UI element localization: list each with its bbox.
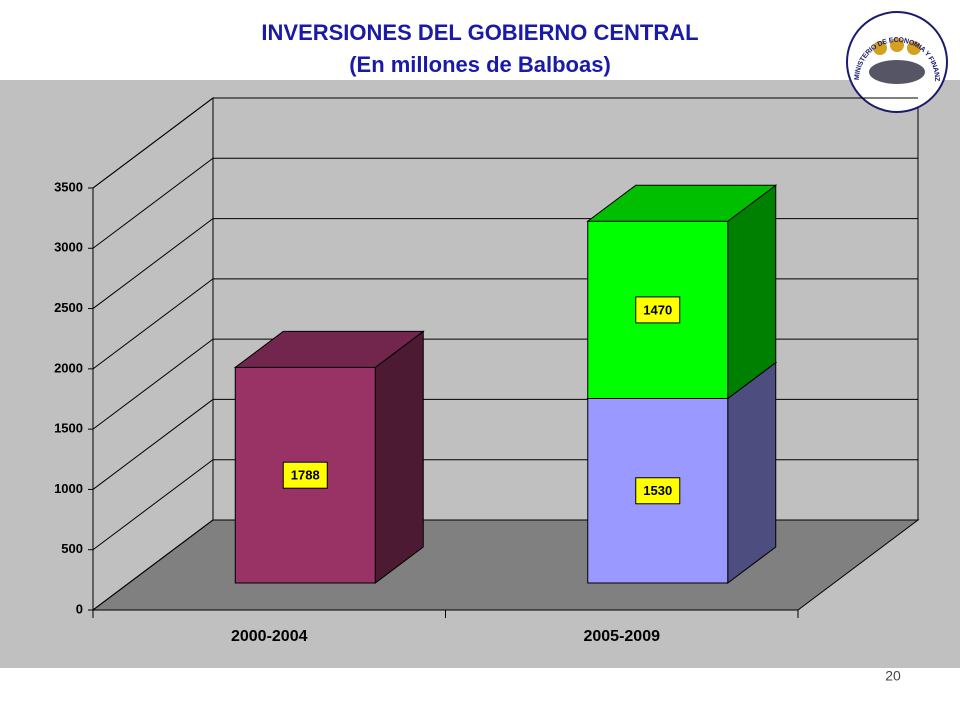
grid-line bbox=[92, 97, 918, 189]
bar-side bbox=[374, 330, 424, 584]
y-tick-label: 3500 bbox=[54, 179, 83, 194]
y-tick-label: 2500 bbox=[54, 300, 83, 315]
value-label: 1530 bbox=[643, 483, 672, 498]
value-label-box bbox=[635, 296, 681, 324]
logo-map bbox=[869, 60, 925, 84]
grid-line bbox=[92, 157, 918, 249]
x-tick-label: 2005-2009 bbox=[583, 628, 660, 645]
logo-coin bbox=[907, 41, 921, 55]
bar-side bbox=[727, 361, 777, 584]
y-tick-label: 2000 bbox=[54, 360, 83, 375]
x-tick-label: 2000-2004 bbox=[231, 628, 308, 645]
logo-coin bbox=[890, 38, 904, 52]
value-label: 1470 bbox=[643, 302, 672, 317]
chart-subtitle: (En millones de Balboas) bbox=[349, 52, 611, 77]
floor bbox=[91, 519, 920, 611]
y-tick-label: 1000 bbox=[54, 481, 83, 496]
value-label: 1788 bbox=[291, 468, 320, 483]
value-label-box bbox=[282, 461, 328, 489]
page-number: 20 bbox=[885, 668, 901, 684]
bar-top bbox=[233, 330, 425, 368]
logo-coin bbox=[873, 41, 887, 55]
y-tick-label: 1500 bbox=[54, 421, 83, 436]
bar-top bbox=[586, 184, 778, 222]
chart-title: INVERSIONES DEL GOBIERNO CENTRAL bbox=[261, 20, 698, 45]
value-label-box bbox=[635, 477, 681, 505]
y-tick-label: 500 bbox=[61, 541, 83, 556]
y-tick-label: 0 bbox=[76, 601, 83, 616]
y-tick-label: 3000 bbox=[54, 240, 83, 255]
bar-side bbox=[727, 184, 777, 400]
